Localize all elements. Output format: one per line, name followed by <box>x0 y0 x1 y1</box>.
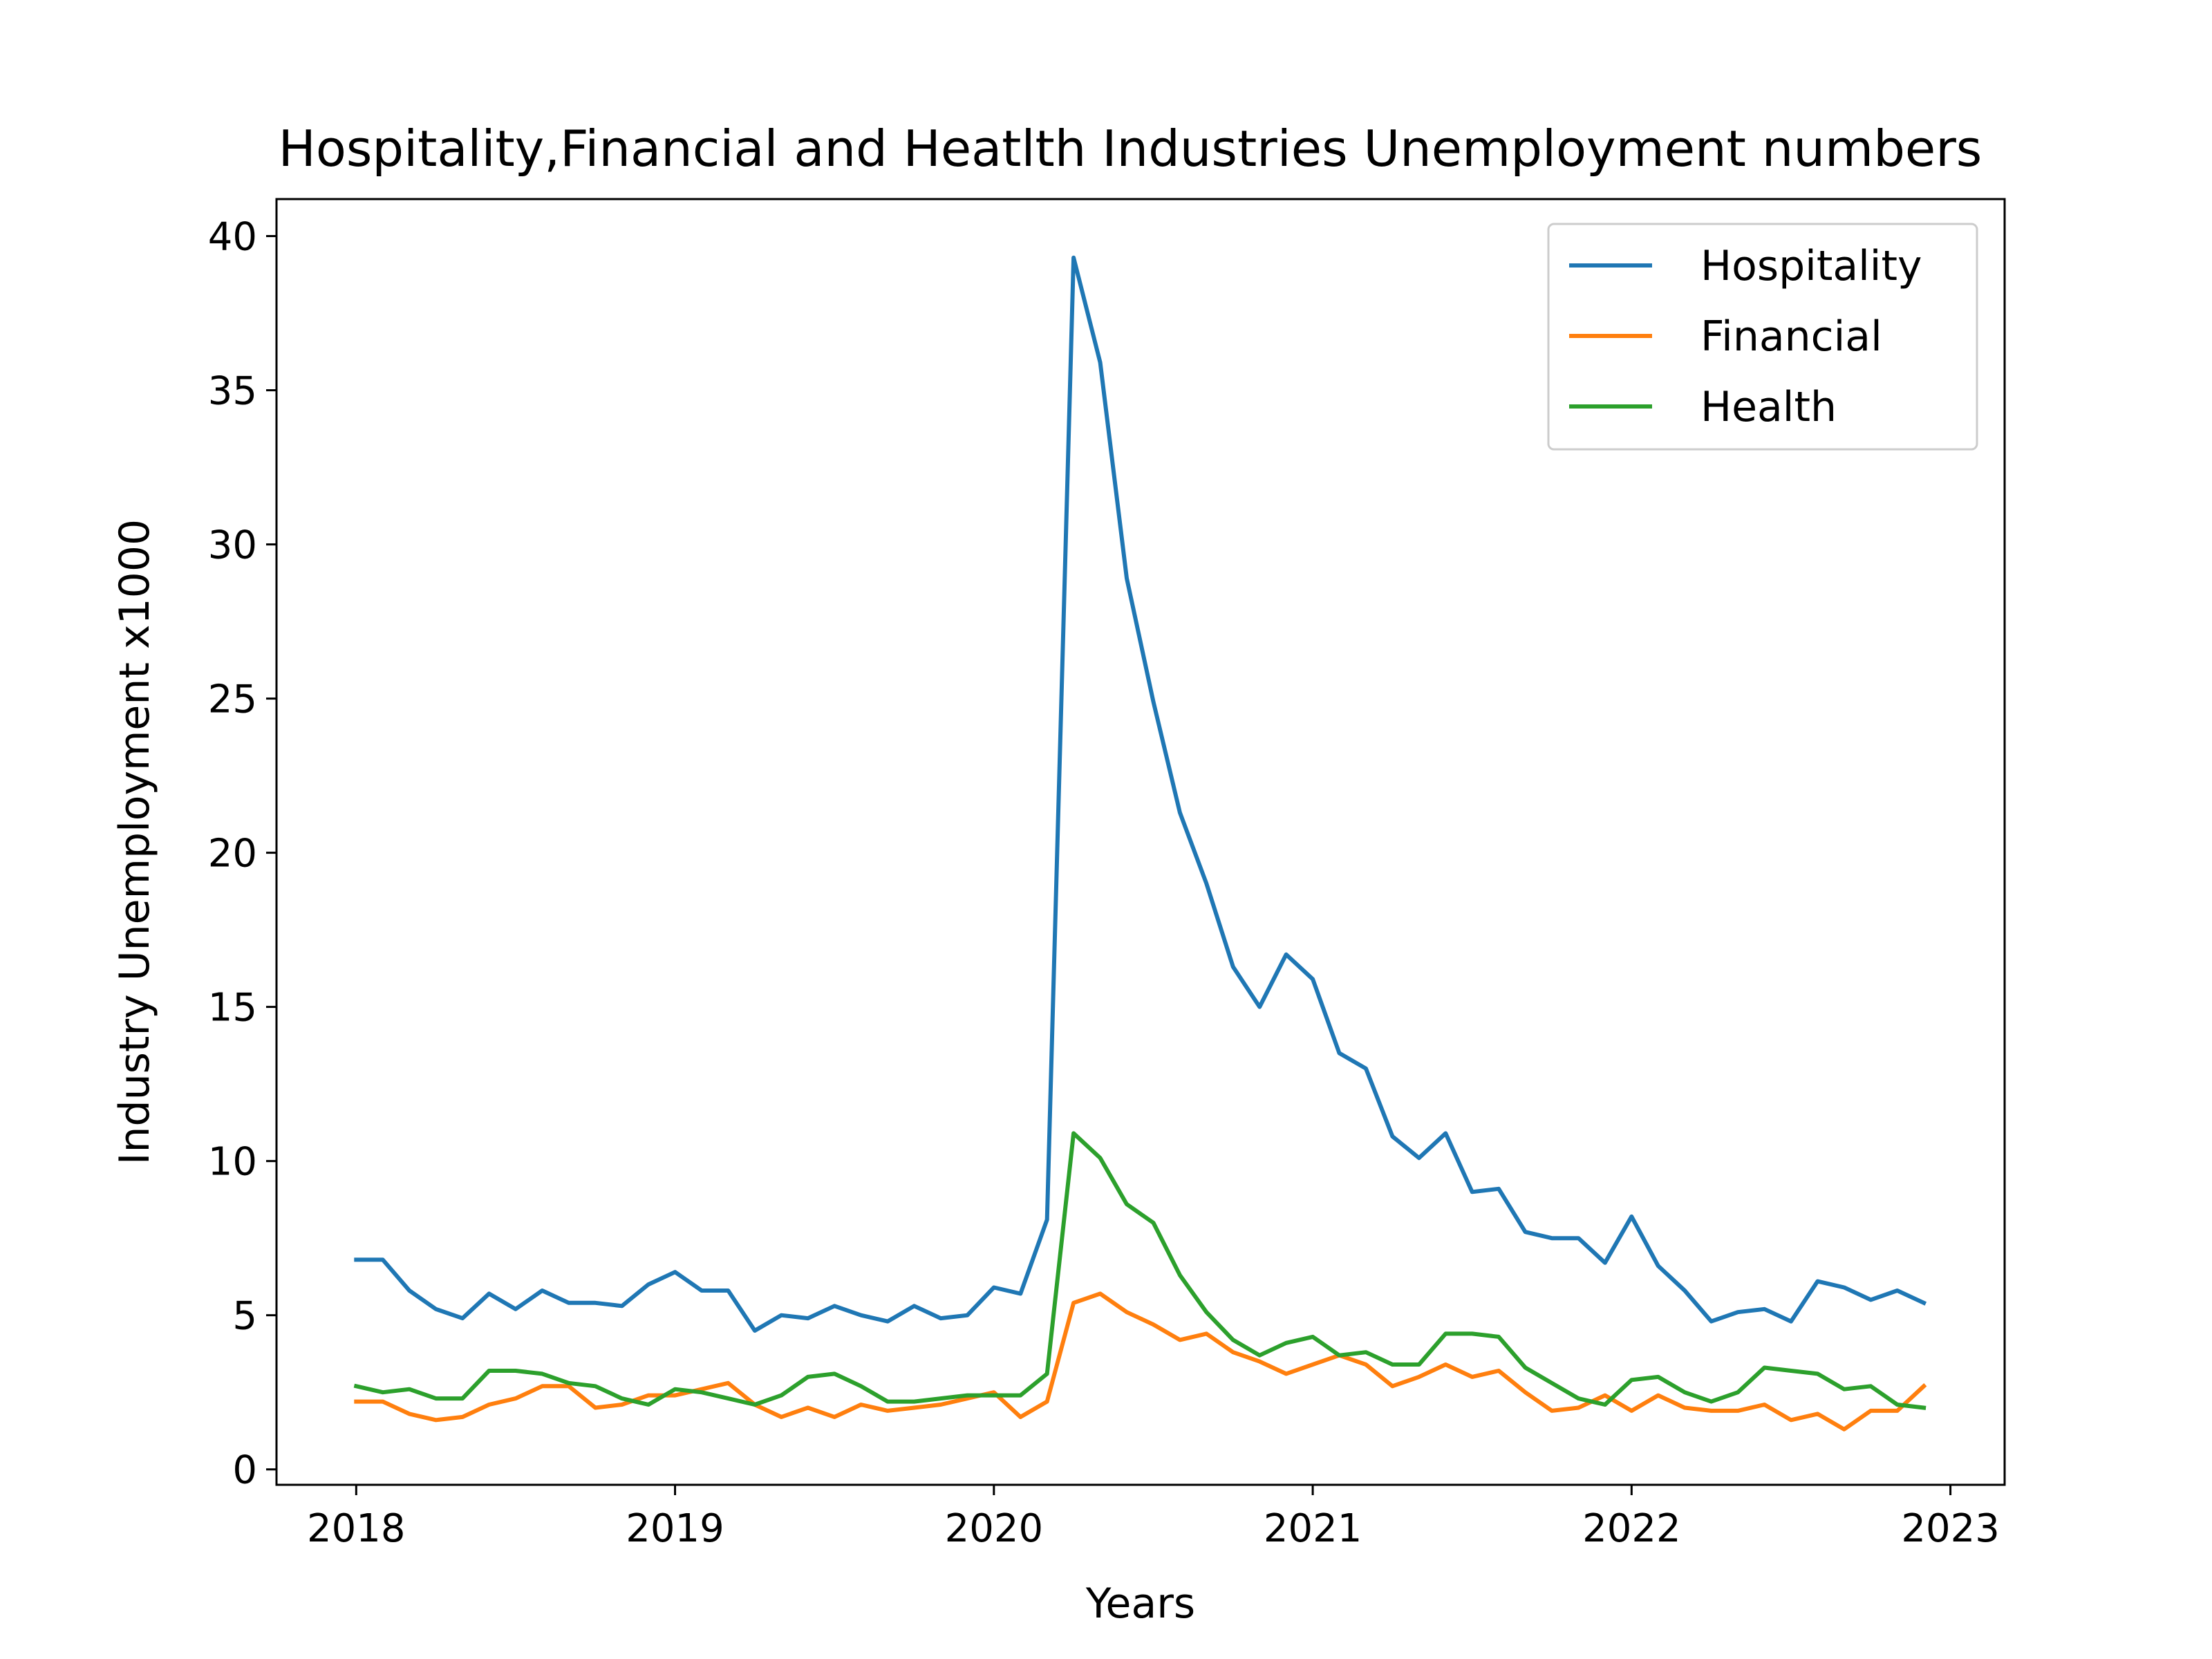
plot-frame <box>275 198 2006 1486</box>
x-tick-label: 2022 <box>1582 1506 1681 1551</box>
legend-label-health: Health <box>1700 383 1837 431</box>
x-tick-label: 2021 <box>1264 1506 1362 1551</box>
series-lines <box>353 255 1927 1432</box>
x-tick-label: 2023 <box>1901 1506 2000 1551</box>
x-axis-ticks: 2018 2019 2020 2021 2022 2023 <box>307 1485 2000 1551</box>
chart-title: Hospitality,Financial and Heatlth Indust… <box>279 120 1983 178</box>
x-tick-label: 2020 <box>945 1506 1044 1551</box>
legend-box <box>1547 223 1978 451</box>
series-line-financial <box>354 1291 1927 1432</box>
y-tick-label: 20 <box>208 832 257 877</box>
x-axis-label: Years <box>1085 1580 1195 1628</box>
y-tick-label: 30 <box>208 523 257 568</box>
legend-label-financial: Financial <box>1700 312 1882 361</box>
y-tick-label: 0 <box>232 1448 257 1493</box>
x-tick-label: 2018 <box>307 1506 406 1551</box>
y-axis-label: Industry Unemployment x1000 <box>111 519 159 1165</box>
y-tick-label: 5 <box>232 1294 257 1339</box>
series-line-health <box>353 1131 1927 1410</box>
x-tick-label: 2019 <box>626 1506 724 1551</box>
y-tick-label: 10 <box>208 1140 257 1185</box>
legend: Hospitality Financial Health <box>1547 223 1978 451</box>
y-tick-label: 25 <box>208 677 257 722</box>
y-tick-label: 35 <box>208 369 257 414</box>
y-tick-label: 40 <box>208 215 257 260</box>
legend-label-hospitality: Hospitality <box>1700 242 1922 290</box>
y-tick-label: 15 <box>208 986 257 1031</box>
y-axis-ticks: 0 5 10 15 20 25 30 35 40 <box>208 215 276 1493</box>
series-line-hospitality <box>354 255 1927 1333</box>
